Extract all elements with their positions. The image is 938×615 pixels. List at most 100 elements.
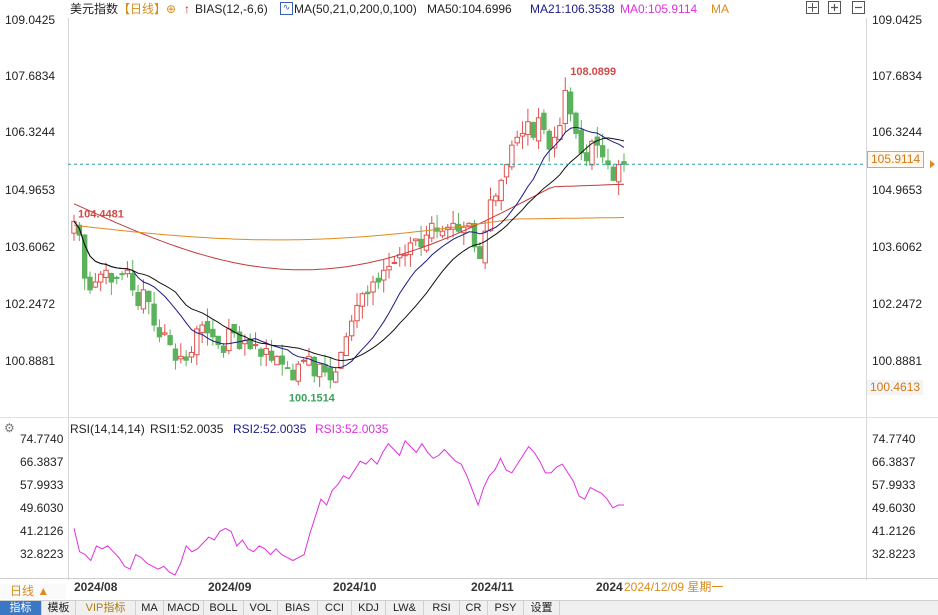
candle-body[interactable] (140, 289, 147, 310)
candle-body[interactable] (567, 91, 574, 115)
candle-body[interactable] (279, 355, 285, 365)
candle-body[interactable] (413, 238, 419, 242)
candle-body[interactable] (183, 356, 189, 361)
zoom-in-icon[interactable] (828, 1, 841, 14)
candle-body[interactable] (423, 234, 430, 251)
candle-body[interactable] (146, 290, 152, 303)
candle-body[interactable] (108, 272, 115, 283)
candle-body[interactable] (599, 145, 606, 158)
candle-body[interactable] (615, 164, 622, 183)
candle-body[interactable] (124, 269, 131, 275)
tab-kdj[interactable]: KDJ (352, 601, 386, 615)
candle-body[interactable] (493, 195, 499, 202)
candle-body[interactable] (199, 324, 205, 334)
tab-macd[interactable]: MACD (164, 601, 204, 615)
candle-body[interactable] (316, 363, 323, 378)
ma-params-label[interactable]: MA(50,21,0,200,0,100) (294, 2, 417, 16)
tab-cci[interactable]: CCI (318, 601, 352, 615)
candle-body[interactable] (354, 304, 360, 322)
candle-body[interactable] (551, 136, 558, 149)
candle-body[interactable] (450, 222, 456, 230)
candle-body[interactable] (87, 276, 93, 291)
candle-body[interactable] (231, 323, 237, 334)
candle-body[interactable] (76, 224, 83, 236)
tab-ma[interactable]: MA (136, 601, 164, 615)
candle-body[interactable] (519, 132, 526, 137)
tab-bias[interactable]: BIAS (278, 601, 318, 615)
candle-body[interactable] (471, 223, 478, 248)
tab-indicators[interactable]: 指标 (0, 601, 42, 615)
candle-body[interactable] (167, 335, 173, 346)
candle-body[interactable] (220, 345, 227, 353)
rsi-label[interactable]: RSI(14,14,14) (70, 422, 145, 436)
candle-body[interactable] (381, 269, 387, 281)
candle-body[interactable] (429, 222, 435, 239)
candle-body[interactable] (135, 291, 141, 306)
candle-body[interactable] (498, 179, 504, 202)
target-icon[interactable]: ⊕ (166, 2, 177, 16)
candle-body[interactable] (589, 140, 595, 166)
candle-body[interactable] (487, 199, 494, 232)
tab-lw[interactable]: LW& (386, 601, 424, 615)
tab-settings[interactable]: 设置 (524, 601, 560, 615)
tab-rsi[interactable]: RSI (424, 601, 460, 615)
settings-gear-icon[interactable]: ⚙ (4, 421, 15, 435)
tab-vol[interactable]: VOL (244, 601, 278, 615)
candle-body[interactable] (525, 121, 531, 136)
candle-body[interactable] (391, 261, 398, 264)
candle-body[interactable] (621, 161, 627, 165)
candle-body[interactable] (375, 277, 382, 283)
candle-body[interactable] (343, 336, 350, 356)
tab-boll[interactable]: BOLL (204, 601, 244, 615)
candle-body[interactable] (252, 344, 259, 347)
tab-templates[interactable]: 模板 (42, 601, 76, 615)
candle-body[interactable] (236, 331, 243, 350)
candle-body[interactable] (119, 273, 125, 276)
candle-body[interactable] (151, 303, 157, 326)
candle-body[interactable] (300, 359, 307, 362)
candle-body[interactable] (514, 136, 520, 144)
candle-body[interactable] (263, 348, 269, 355)
candle-body[interactable] (359, 293, 366, 307)
candle-body[interactable] (562, 89, 568, 125)
candle-body[interactable] (509, 144, 515, 168)
candle-body[interactable] (578, 129, 584, 154)
candle-body[interactable] (573, 112, 579, 134)
candle-body[interactable] (610, 166, 617, 181)
candle-body[interactable] (306, 355, 312, 366)
candle-body[interactable] (92, 281, 99, 288)
candle-body[interactable] (247, 339, 253, 350)
candle-body[interactable] (348, 320, 355, 337)
candle-body[interactable] (226, 328, 232, 352)
candle-body[interactable] (605, 160, 611, 166)
candle-body[interactable] (418, 238, 424, 248)
candle-body[interactable] (258, 348, 264, 357)
grid-layout-icon[interactable] (806, 1, 819, 14)
candle-body[interactable] (188, 351, 195, 358)
candle-body[interactable] (295, 363, 301, 382)
candle-body[interactable] (81, 234, 88, 279)
candle-body[interactable] (364, 291, 371, 295)
period-label[interactable]: 【日线】 (118, 2, 167, 16)
candle-body[interactable] (284, 367, 291, 370)
candle-body[interactable] (327, 367, 334, 381)
candle-body[interactable] (583, 152, 590, 162)
candle-body[interactable] (439, 230, 446, 237)
candle-body[interactable] (477, 246, 483, 260)
candle-body[interactable] (215, 335, 221, 346)
candle-body[interactable] (541, 112, 547, 131)
candle-body[interactable] (482, 230, 488, 264)
candle-body[interactable] (162, 332, 168, 335)
candle-body[interactable] (535, 117, 542, 142)
candle-body[interactable] (274, 355, 280, 366)
candle-body[interactable] (407, 242, 414, 256)
candle-body[interactable] (103, 269, 109, 279)
candle-body[interactable] (322, 364, 328, 373)
candle-body[interactable] (210, 328, 216, 338)
candle-body[interactable] (455, 223, 462, 232)
candle-body[interactable] (172, 348, 179, 361)
candle-body[interactable] (402, 254, 408, 257)
zoom-out-icon[interactable] (852, 1, 865, 14)
candle-body[interactable] (332, 371, 339, 383)
candle-body[interactable] (530, 122, 536, 138)
